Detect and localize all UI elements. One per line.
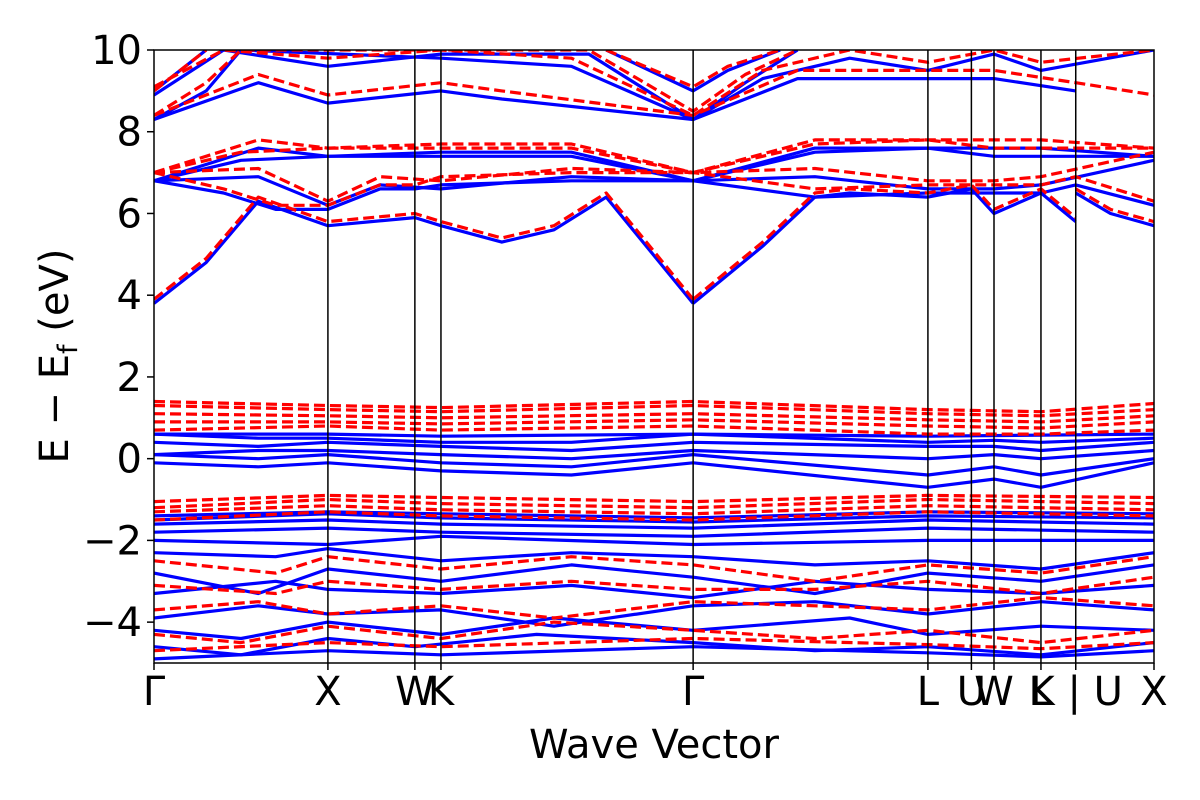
spin-down-band-19 bbox=[154, 138, 1154, 175]
y-axis-label-sub: f bbox=[53, 343, 84, 354]
kpoint-label: X bbox=[314, 669, 341, 715]
kpoint-label: Γ bbox=[682, 669, 705, 715]
spin-down-band-3 bbox=[154, 575, 1154, 596]
y-tick-label: 0 bbox=[117, 437, 142, 483]
y-tick-label: 8 bbox=[117, 110, 142, 156]
spin-up-band-25 bbox=[154, 77, 1076, 122]
spin-down-band-2 bbox=[154, 596, 1154, 620]
spin-down-band-5 bbox=[154, 510, 1154, 522]
spin-up-band-12 bbox=[154, 461, 1154, 489]
spin-up-band-10 bbox=[154, 512, 1154, 524]
spin-down-band-6 bbox=[154, 504, 1154, 516]
kpoint-label: L bbox=[1030, 669, 1053, 715]
spin-down-band-7 bbox=[154, 497, 1154, 510]
y-tick-label: 2 bbox=[117, 355, 142, 401]
spin-up-band-22 bbox=[154, 158, 1154, 207]
y-tick-label: −4 bbox=[83, 600, 142, 646]
spin-up-band-6 bbox=[154, 547, 1154, 571]
spin-up-band-4 bbox=[154, 579, 1154, 600]
kpoint-label: U bbox=[957, 669, 986, 715]
y-axis-label: E − Ef (eV) bbox=[32, 249, 84, 464]
spin-up-band-14 bbox=[154, 448, 1154, 461]
spin-down-band-16 bbox=[1074, 187, 1154, 224]
spin-down-band-8 bbox=[154, 493, 1154, 504]
y-tick-label: −2 bbox=[83, 518, 142, 564]
spin-down-band-4 bbox=[154, 555, 1154, 583]
high-symmetry-lines bbox=[327, 50, 1077, 663]
kpoint-label: K | U bbox=[1029, 669, 1123, 715]
spin-up-band-9 bbox=[154, 518, 1154, 530]
spin-up-band-20 bbox=[1074, 191, 1154, 228]
spin-up-band-5 bbox=[154, 563, 1154, 596]
spin-down-band-1 bbox=[154, 620, 1154, 645]
spin-up-band-2 bbox=[154, 616, 1154, 641]
spin-up-band-15 bbox=[154, 440, 1154, 453]
y-tick-label: 4 bbox=[117, 273, 142, 319]
y-tick-label: 6 bbox=[117, 191, 142, 237]
spin-up-band-8 bbox=[154, 526, 1154, 538]
spin-down-band-17 bbox=[154, 171, 1154, 207]
spin-up-band-3 bbox=[154, 600, 1154, 628]
plot-frame bbox=[153, 49, 1155, 664]
spin-up-band-1 bbox=[154, 632, 1154, 657]
spin-down-band-22 bbox=[154, 50, 1154, 117]
spin-up-band-17 bbox=[154, 432, 1154, 438]
spin-up-band-29 bbox=[605, 50, 781, 93]
spin-down-band-24 bbox=[154, 50, 208, 93]
x-axis-label: Wave Vector bbox=[529, 722, 780, 768]
spin-down-band-25 bbox=[605, 50, 781, 89]
spin-up-band-16 bbox=[154, 432, 1154, 444]
kpoint-label: K bbox=[428, 669, 456, 715]
y-axis-ticks: −4 −2 0 2 4 6 8 10 bbox=[83, 28, 154, 646]
kpoint-label: L bbox=[917, 669, 940, 715]
spin-up-band-18 bbox=[154, 195, 695, 305]
y-tick-label: 10 bbox=[91, 28, 142, 74]
y-axis-label-main: E − E bbox=[32, 354, 78, 464]
spin-down-band-23 bbox=[154, 50, 799, 113]
spin-up-band-13 bbox=[154, 453, 1154, 477]
spin-down-band-18 bbox=[154, 150, 1154, 203]
kpoint-label: X bbox=[1140, 669, 1167, 715]
y-axis-label-unit: (eV) bbox=[32, 249, 78, 345]
spin-up-band-7 bbox=[154, 534, 1154, 547]
spin-down-band-14 bbox=[154, 191, 695, 301]
kpoint-label: Γ bbox=[143, 669, 166, 715]
kpoint-label: W bbox=[974, 669, 1014, 715]
kpoint-label: W bbox=[395, 669, 435, 715]
